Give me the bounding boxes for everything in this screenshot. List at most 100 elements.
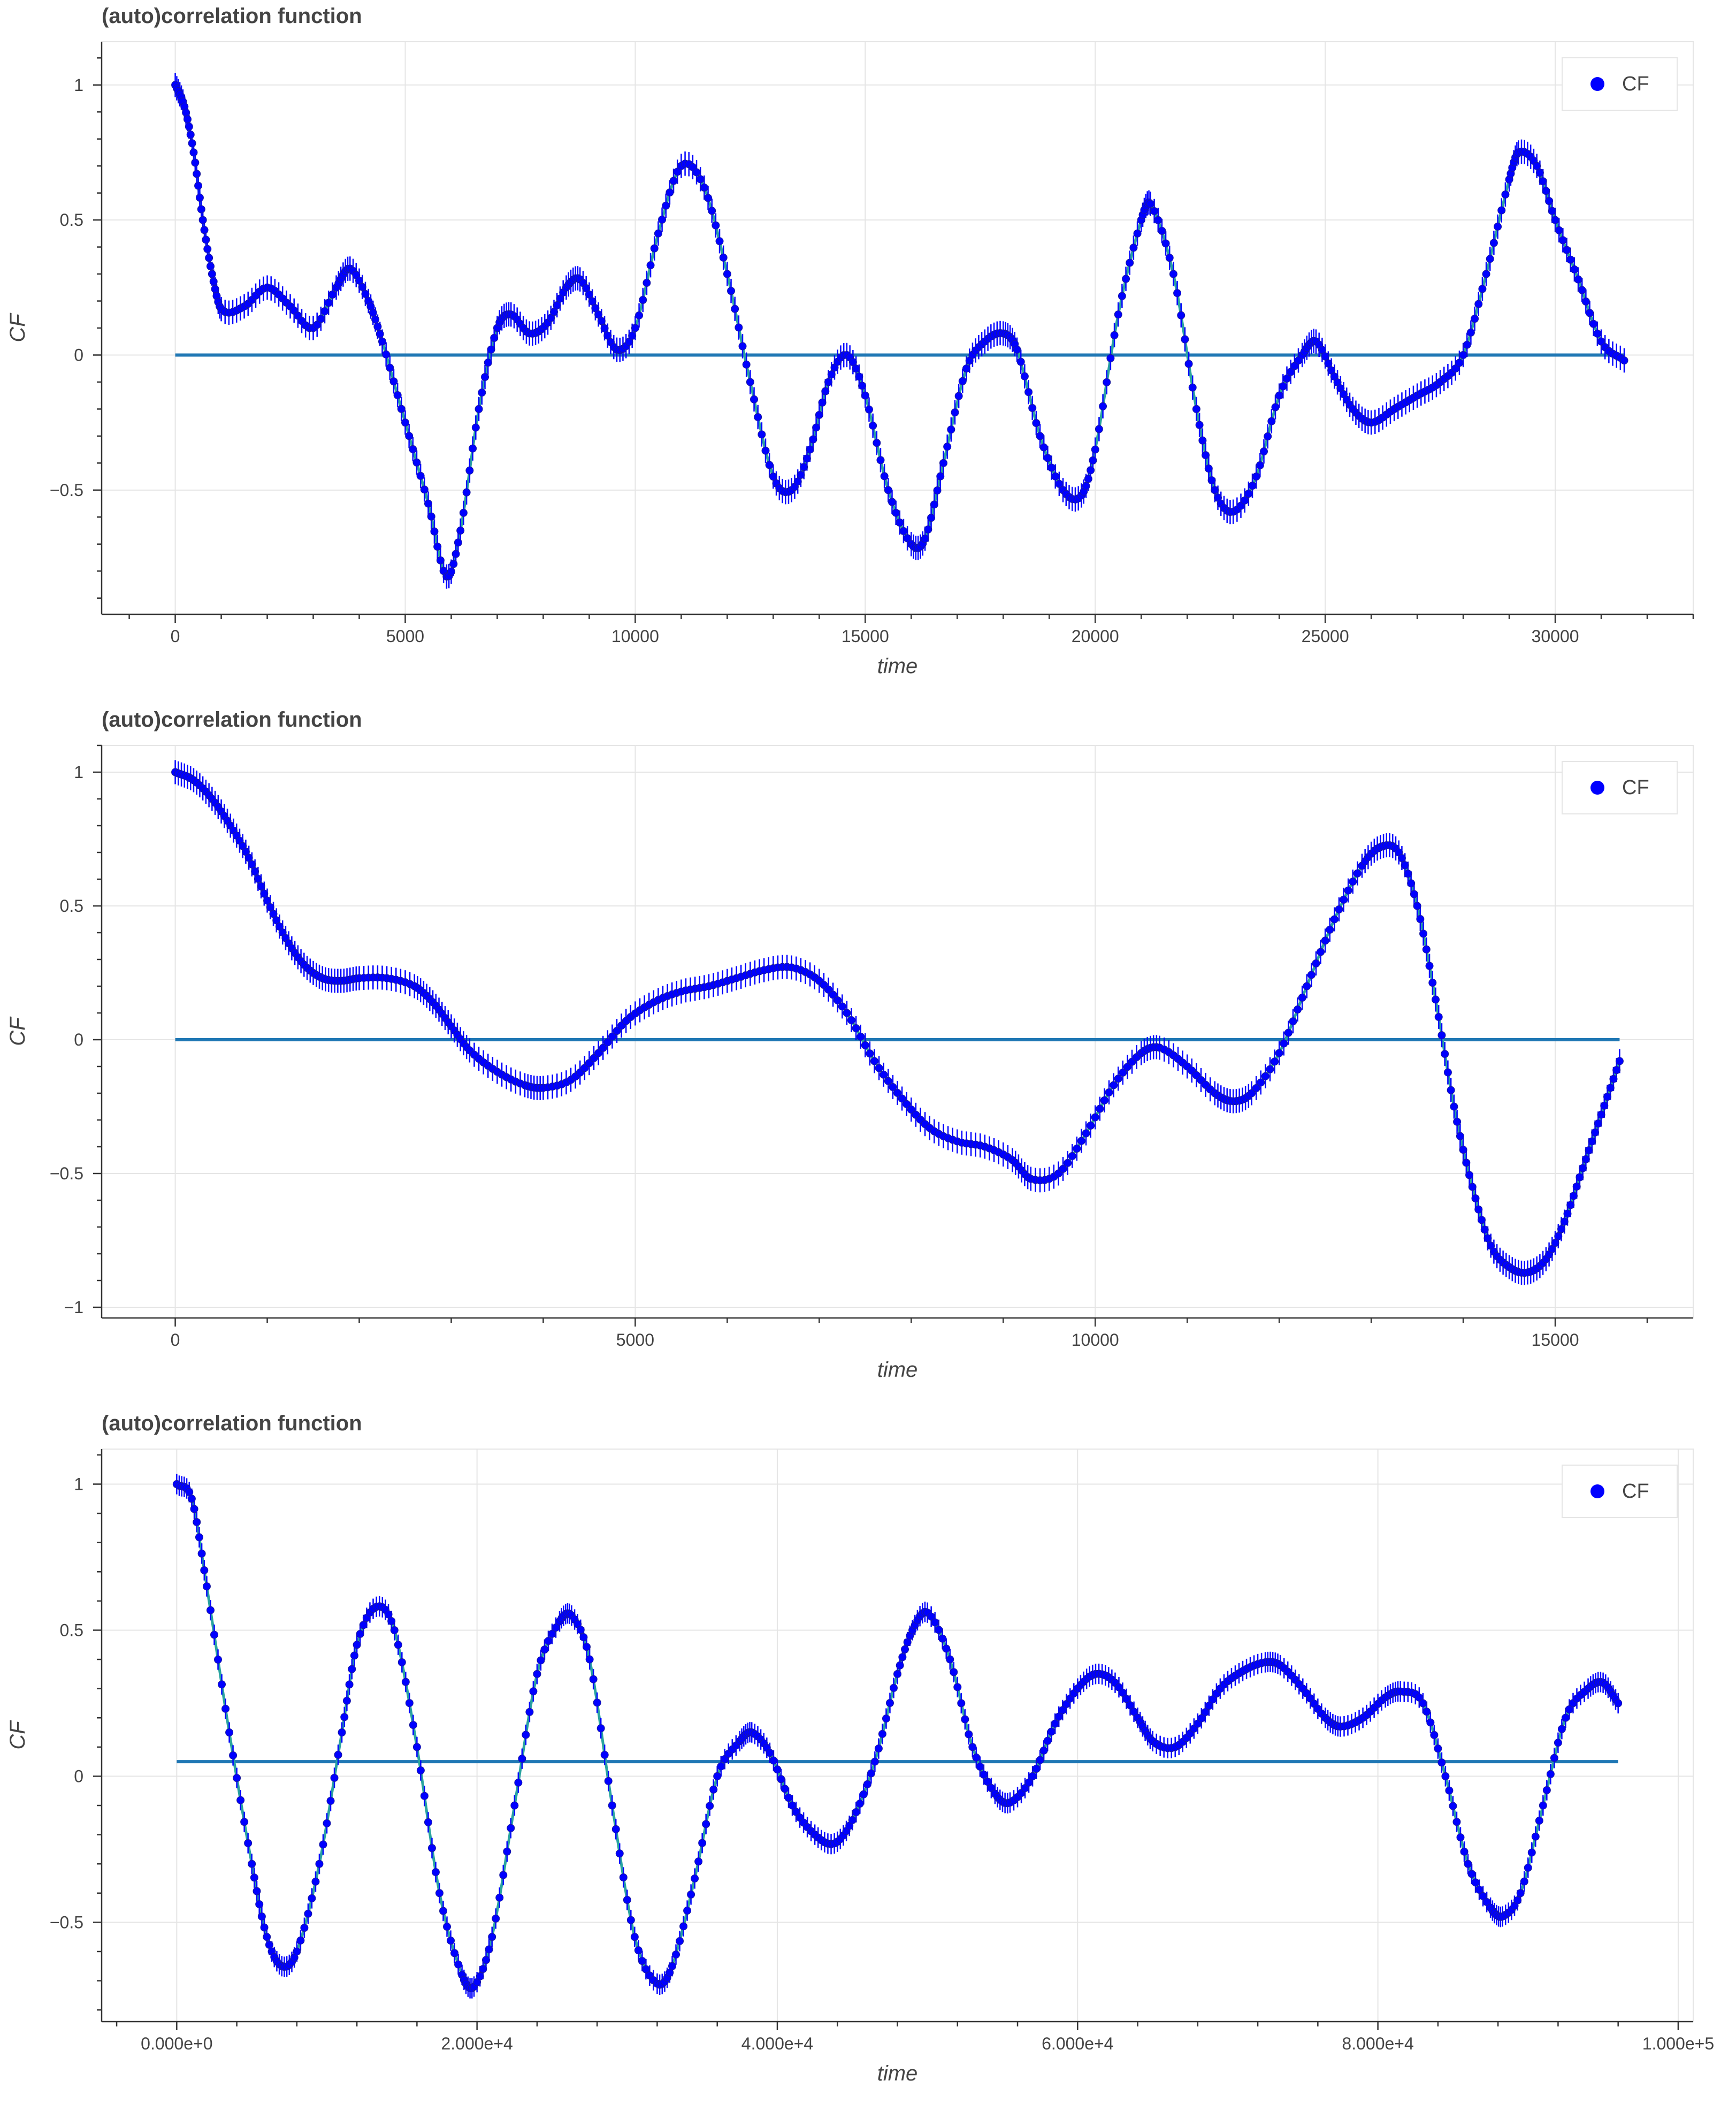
data-point — [401, 418, 409, 427]
data-point — [638, 1957, 646, 1965]
data-point — [1501, 190, 1510, 199]
data-point — [193, 1518, 201, 1526]
data-point — [1095, 425, 1103, 433]
data-point — [1161, 239, 1170, 248]
data-point — [253, 1887, 261, 1895]
data-point — [1471, 315, 1479, 323]
data-point — [1464, 1859, 1472, 1868]
data-point — [866, 1049, 874, 1058]
data-point — [386, 363, 394, 372]
plot-area — [101, 1449, 1694, 2022]
data-point — [1261, 1072, 1270, 1080]
data-point — [931, 1618, 939, 1627]
data-point — [861, 1041, 869, 1049]
data-point — [1158, 226, 1166, 235]
data-point — [1068, 1152, 1076, 1160]
data-point — [683, 1907, 692, 1915]
data-point — [369, 308, 377, 317]
data-point — [874, 1744, 883, 1753]
data-point — [1016, 357, 1025, 366]
plot-area — [101, 745, 1694, 1319]
data-point — [1449, 1802, 1457, 1810]
data-point — [761, 446, 770, 455]
data-point — [1451, 364, 1460, 373]
data-point — [1425, 962, 1434, 970]
data-point — [202, 1582, 211, 1591]
data-point — [1445, 1786, 1454, 1795]
data-point — [255, 1900, 264, 1909]
data-point — [510, 1801, 519, 1810]
data-point — [195, 1533, 203, 1542]
data-point — [330, 1773, 339, 1782]
chart-panel-1: (auto)correlation function 0 5000 10000 150… — [0, 0, 1736, 704]
data-point — [1579, 1164, 1587, 1172]
data-point — [907, 1106, 915, 1114]
data-point — [1087, 1122, 1095, 1130]
data-point — [478, 388, 486, 397]
data-point — [600, 324, 609, 333]
chart-title: (auto)correlation function — [102, 708, 362, 731]
data-point — [1462, 1159, 1471, 1167]
data-point — [1205, 1702, 1213, 1710]
data-point — [356, 1629, 364, 1638]
data-point — [197, 205, 205, 214]
data-point — [924, 525, 932, 534]
data-point — [1150, 207, 1159, 215]
data-point — [1188, 383, 1197, 392]
data-point — [1531, 1832, 1540, 1841]
x-tick-label: 6.000e+4 — [1042, 2034, 1113, 2053]
data-point — [1612, 1066, 1621, 1074]
data-point — [833, 996, 842, 1004]
data-point — [1466, 328, 1475, 337]
data-point — [1154, 216, 1163, 224]
data-point — [580, 1064, 589, 1072]
data-point — [727, 287, 736, 295]
data-point — [456, 527, 465, 535]
legend-marker — [1590, 781, 1604, 795]
data-point — [1055, 479, 1064, 488]
data-point — [323, 1819, 331, 1827]
data-point — [529, 1687, 538, 1696]
data-point — [537, 1656, 545, 1665]
data-point — [1524, 1863, 1532, 1872]
data-point — [1248, 1089, 1256, 1098]
data-point — [855, 372, 863, 381]
data-point — [1133, 229, 1142, 238]
data-point — [735, 323, 743, 332]
data-point — [203, 245, 212, 253]
data-point — [1287, 368, 1295, 376]
data-point — [863, 1780, 871, 1788]
data-point — [409, 1721, 417, 1729]
data-point — [198, 216, 207, 224]
data-point — [189, 148, 198, 157]
data-point — [588, 297, 596, 306]
data-point — [585, 1655, 594, 1664]
data-point — [1475, 1885, 1483, 1894]
data-point — [758, 430, 766, 439]
data-point — [691, 1874, 699, 1883]
data-point — [1482, 1897, 1491, 1906]
data-point — [1450, 1102, 1458, 1111]
data-point — [938, 1634, 947, 1643]
data-point — [936, 472, 945, 481]
data-point — [1597, 1110, 1605, 1119]
data-point — [1453, 1117, 1462, 1126]
data-point — [195, 193, 204, 202]
data-point — [1114, 310, 1122, 319]
data-point — [1603, 1093, 1611, 1101]
data-point — [1557, 1225, 1566, 1233]
data-point — [742, 360, 751, 369]
data-point — [1084, 475, 1092, 483]
data-point — [630, 1933, 639, 1941]
data-point — [244, 853, 253, 862]
data-point — [424, 499, 432, 508]
data-point — [187, 1495, 196, 1503]
data-point — [210, 1630, 218, 1639]
data-point — [1443, 1068, 1452, 1077]
data-point — [958, 377, 967, 385]
data-point — [1340, 895, 1348, 904]
data-point — [319, 1840, 327, 1849]
data-point — [1452, 1818, 1461, 1826]
data-point — [1465, 1171, 1474, 1179]
data-point — [1077, 1137, 1085, 1145]
